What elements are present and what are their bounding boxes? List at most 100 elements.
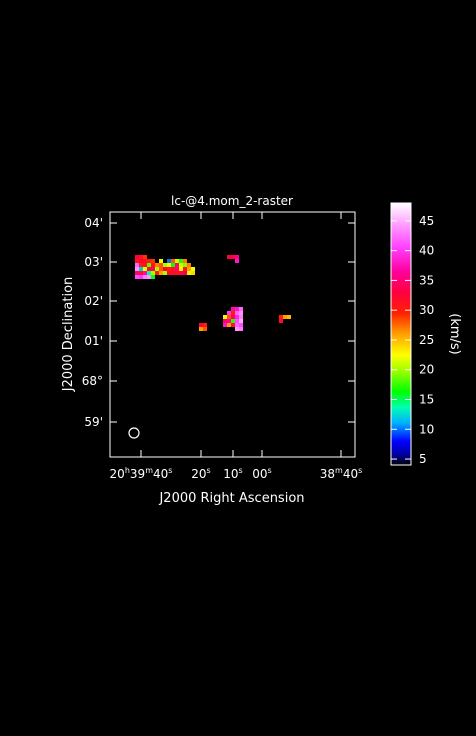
raster-pixel <box>283 315 287 319</box>
raster-pixel <box>239 327 243 331</box>
raster-pixel <box>179 271 183 275</box>
raster-pixel <box>139 263 143 267</box>
raster-pixel <box>151 275 155 279</box>
y-tick-label: 02' <box>84 294 103 308</box>
raster-pixel <box>139 271 143 275</box>
raster-pixel <box>143 255 147 259</box>
raster-pixel <box>135 271 139 275</box>
raster-pixel <box>163 267 167 271</box>
raster-pixel <box>151 267 155 271</box>
raster-pixel <box>235 255 239 259</box>
raster-pixel <box>139 255 143 259</box>
raster-pixel <box>147 259 151 263</box>
raster-pixel <box>191 271 195 275</box>
colorbar-tick-label: 20 <box>419 363 434 377</box>
raster-pixel <box>167 271 171 275</box>
raster-pixel <box>199 327 203 331</box>
raster-pixel <box>159 271 163 275</box>
raster-pixel <box>239 315 243 319</box>
y-axis-label: J2000 Declination <box>61 277 76 393</box>
raster-pixel <box>227 323 231 327</box>
raster-pixel <box>147 267 151 271</box>
raster-pixel <box>235 311 239 315</box>
raster-pixel <box>135 259 139 263</box>
y-tick-label: 01' <box>84 334 103 348</box>
colorbar-tick-label: 5 <box>419 452 427 466</box>
raster-pixel <box>167 267 171 271</box>
raster-pixel <box>171 263 175 267</box>
raster-pixel <box>183 271 187 275</box>
raster-pixel <box>171 267 175 271</box>
raster-pixel <box>151 263 155 267</box>
raster-pixel <box>163 271 167 275</box>
raster-pixel <box>235 323 239 327</box>
colorbar-tick-label: 35 <box>419 273 434 287</box>
raster-pixel <box>155 271 159 275</box>
raster-pixel <box>239 311 243 315</box>
colorbar-label: (km/s) <box>447 313 462 355</box>
colorbar-tick-label: 25 <box>419 333 434 347</box>
raster-pixel <box>235 307 239 311</box>
x-axis-label: J2000 Right Ascension <box>158 491 304 506</box>
raster-pixel <box>199 323 203 327</box>
raster-pixel <box>227 311 231 315</box>
raster-pixel <box>171 259 175 263</box>
raster-pixel <box>231 319 235 323</box>
raster-pixel <box>203 327 207 331</box>
x-tick-label: 20h39m40s <box>110 466 173 481</box>
x-tick-label: 10s <box>223 466 242 481</box>
raster-pixel <box>235 259 239 263</box>
raster-pixel <box>235 327 239 331</box>
raster-pixel <box>135 263 139 267</box>
y-tick-label: 68° <box>82 374 103 388</box>
raster-pixel <box>151 259 155 263</box>
raster-pixel <box>187 271 191 275</box>
colorbar-tick-label: 10 <box>419 422 434 436</box>
raster-pixel <box>155 263 159 267</box>
raster-pixel <box>143 275 147 279</box>
raster-pixel <box>239 319 243 323</box>
raster-pixel <box>223 319 227 323</box>
raster-pixel <box>227 255 231 259</box>
raster-pixel <box>135 267 139 271</box>
raster-pixel <box>279 315 283 319</box>
raster-pixel <box>163 263 167 267</box>
raster-pixel <box>183 267 187 271</box>
y-tick-label: 04' <box>84 216 103 230</box>
raster-pixel <box>179 259 183 263</box>
raster-pixel <box>231 255 235 259</box>
raster-pixel <box>287 315 291 319</box>
beam-ellipse <box>128 427 140 439</box>
raster-pixel <box>279 319 283 323</box>
raster-pixel <box>139 259 143 263</box>
raster-pixel <box>179 263 183 267</box>
raster-pixel <box>135 255 139 259</box>
raster-pixel <box>159 267 163 271</box>
colorbar-tick-label: 15 <box>419 393 434 407</box>
x-tick-label: 38m40s <box>320 466 363 481</box>
raster-pixel <box>139 275 143 279</box>
x-tick-label: 20s <box>191 466 210 481</box>
raster-pixel <box>227 319 231 323</box>
raster-pixel <box>147 271 151 275</box>
y-axis-ticks: 04' 03' 02' 01' 68° 59' <box>82 216 355 429</box>
raster-pixel <box>175 263 179 267</box>
raster-pixel <box>187 263 191 267</box>
colorbar-tick-label: 30 <box>419 303 434 317</box>
raster-pixel <box>239 323 243 327</box>
y-tick-label: 03' <box>84 255 103 269</box>
raster-pixel <box>159 259 163 263</box>
chart-title: lc-@4.mom_2-raster <box>171 194 293 208</box>
raster-pixel <box>231 307 235 311</box>
x-tick-label: 00s <box>252 466 271 481</box>
raster-pixel <box>235 319 239 323</box>
raster-pixel <box>227 315 231 319</box>
raster-pixel <box>231 311 235 315</box>
raster-pixel <box>175 259 179 263</box>
raster-pixel <box>191 267 195 271</box>
raster-pixel <box>203 323 207 327</box>
raster-pixel <box>147 263 151 267</box>
plot-frame <box>109 211 356 458</box>
raster-pixel <box>143 263 147 267</box>
raster-pixel <box>167 259 171 263</box>
